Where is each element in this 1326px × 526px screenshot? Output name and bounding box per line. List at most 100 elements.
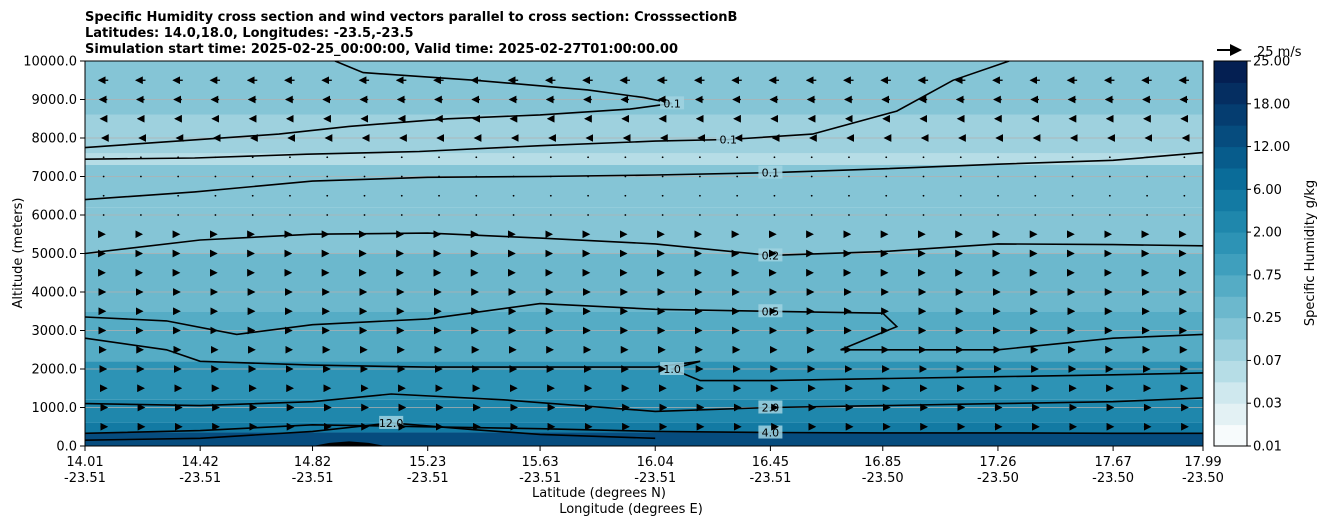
colorbar-tick-label-4: 0.75: [1253, 268, 1282, 283]
wind-vector: [624, 175, 627, 178]
colorbar-swatch-4: [1214, 339, 1247, 361]
wind-vector: [1071, 175, 1074, 178]
wind-vector: [214, 156, 217, 159]
wind-vector: [1071, 214, 1074, 216]
colorbar-swatch-15: [1214, 103, 1247, 126]
y-tick-label-6: 6000.0: [32, 209, 78, 224]
wind-vector: [624, 156, 627, 159]
wind-vector: [326, 194, 329, 197]
wind-vector: [1071, 156, 1074, 159]
wind-vector: [1183, 175, 1186, 178]
wind-vector: [699, 156, 701, 159]
wind-vector: [624, 214, 627, 216]
wind-vector: [810, 175, 813, 178]
x-tick-label-lon-3: -23.51: [407, 471, 449, 486]
wind-vector: [773, 175, 776, 178]
x-tick-label-lon-6: -23.51: [749, 471, 791, 486]
wind-vector: [475, 214, 478, 216]
wind-vector: [363, 194, 366, 197]
y-tick-label-5: 5000.0: [32, 247, 78, 262]
humidity-band-0: [85, 61, 1203, 115]
contour-line-6: [85, 393, 1203, 413]
wind-vector: [587, 156, 589, 159]
colorbar-swatch-12: [1214, 167, 1247, 190]
x-tick-label-lat-1: 14.42: [182, 455, 219, 470]
contour-label-bg-2: [758, 165, 783, 179]
x-tick-label-lat-5: 16.04: [637, 455, 674, 470]
y-axis: 0.0 1000.0 2000.0 3000.0 4000.0 5000.0 6000.0 7…: [23, 55, 85, 455]
x-tick-label-lat-3: 15.23: [409, 455, 446, 470]
wind-vector: [251, 175, 254, 178]
colorbar-tick-label-0: 0.01: [1253, 440, 1282, 455]
colorbar-swatch-11: [1214, 189, 1247, 212]
wind-vector: [699, 214, 701, 216]
wind-vector: [326, 156, 329, 159]
wind-vector: [438, 175, 440, 178]
contour-label-bg-1: [716, 132, 741, 146]
colorbar-tick-label-6: 6.00: [1253, 183, 1282, 198]
y-tick-label-8: 8000.0: [32, 132, 78, 147]
x-tick-label-lat-8: 17.26: [979, 455, 1016, 470]
wind-vector: [1146, 194, 1148, 197]
wind-vector: [699, 194, 701, 197]
wind-vector: [1183, 156, 1186, 159]
humidity-band-9: [85, 422, 1203, 433]
wind-vector: [475, 194, 478, 197]
chart-title-line-3: Simulation start time: 2025-02-25_00:00:…: [85, 42, 678, 57]
wind-vector: [848, 175, 850, 178]
y-tick-label-1: 1000.0: [32, 401, 78, 416]
x-tick-label-lon-7: -23.50: [862, 471, 904, 486]
wind-vector: [512, 175, 515, 178]
wind-vector: [1034, 175, 1037, 178]
plot-area: 0.10.10.10.20.51.02.04.012.0: [84, 60, 1204, 447]
y-tick-label-10: 10000.0: [23, 55, 77, 70]
wind-vector: [214, 194, 217, 197]
colorbar-swatch-1: [1214, 403, 1247, 426]
wind-vector: [661, 214, 664, 216]
colorbar-tick-label-5: 2.00: [1253, 226, 1282, 241]
wind-vector: [140, 175, 142, 178]
wind-vector: [736, 194, 739, 197]
grid-layer: [85, 60, 1203, 447]
wind-vector: [289, 156, 291, 159]
wind-vector: [1034, 156, 1037, 159]
colorbar-swatch-5: [1214, 317, 1247, 340]
contour-label-2: 0.1: [762, 167, 780, 180]
contour-label-5: 1.0: [663, 363, 681, 376]
wind-vector: [959, 214, 962, 216]
wind-vector: [289, 175, 291, 178]
wind-vector: [885, 194, 888, 197]
wind-vector: [1108, 214, 1111, 216]
wind-vector: [922, 156, 925, 159]
contour-line-3: [85, 232, 1203, 257]
wind-vector: [885, 214, 888, 216]
wind-vector: [848, 156, 850, 159]
x-tick-label-lon-9: -23.50: [1092, 471, 1134, 486]
quiver-key-label: 25 m/s: [1257, 45, 1302, 60]
y-tick-label-2: 2000.0: [32, 363, 78, 378]
wind-vector: [1108, 156, 1111, 159]
wind-vector: [102, 214, 105, 216]
wind-vector: [400, 194, 403, 197]
wind-vector: [289, 194, 291, 197]
wind-vector: [1108, 194, 1111, 197]
wind-vector: [140, 214, 142, 216]
colorbar-swatch-10: [1214, 210, 1247, 233]
wind-vector: [587, 175, 589, 178]
wind-vector: [661, 156, 664, 159]
wind-vector: [438, 214, 440, 216]
y-tick-label-9: 9000.0: [32, 93, 78, 108]
colorbar-swatch-16: [1214, 82, 1247, 105]
y-tick-label-3: 3000.0: [32, 324, 78, 339]
wind-vector: [438, 194, 440, 197]
wind-vector: [549, 156, 552, 159]
contour-label-8: 12.0: [379, 417, 404, 430]
x-tick-label-lat-6: 16.45: [752, 455, 789, 470]
colorbar-tick-label-8: 18.00: [1253, 97, 1290, 112]
colorbar-tick-label-9: 25.00: [1253, 55, 1290, 70]
wind-vector: [140, 156, 142, 159]
contour-line-7: [85, 423, 1203, 435]
x-tick-label-lat-9: 17.67: [1095, 455, 1132, 470]
wind-vector: [959, 175, 962, 178]
